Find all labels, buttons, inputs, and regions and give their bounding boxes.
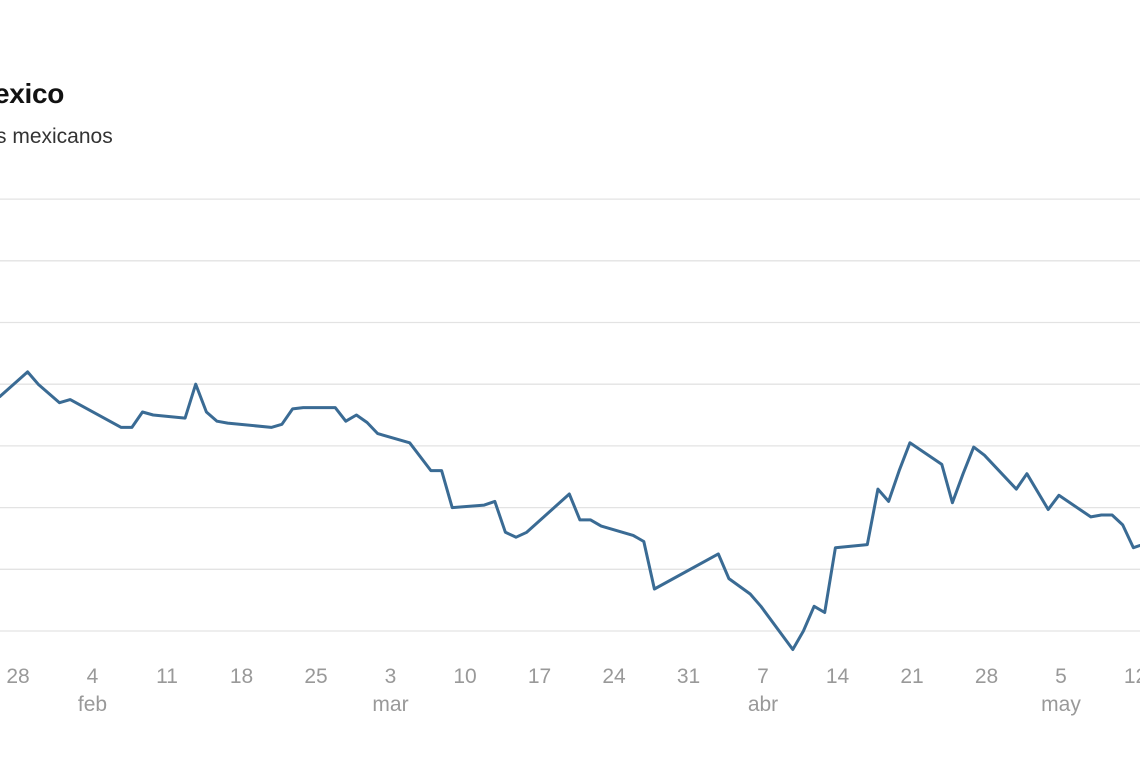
x-tick-label: 7 [757,665,769,688]
x-tick-label: 10 [453,665,476,688]
x-tick-label: 21 [900,665,923,688]
x-tick-label: 5 [1055,665,1067,688]
x-tick-label: 24 [602,665,626,688]
x-axis-ticks: 28 4 feb 11 18 25 3 mar 10 17 24 31 7 abr 14 21 28 5 may 12 [6,665,1140,716]
x-tick-label: 25 [304,665,327,688]
chart-subtitle: s mexicanos [0,125,113,148]
chart-title: exico [0,78,65,109]
series-line-0 [0,370,1140,651]
x-tick-label: 31 [677,665,700,688]
x-tick-label: 28 [975,665,998,688]
x-tick-label: 18 [230,665,253,688]
x-month-label: abr [748,693,778,716]
x-tick-label: 4 [87,665,99,688]
x-tick-label: 3 [385,665,397,688]
x-month-label: may [1041,693,1081,716]
gridlines [0,198,1140,632]
x-tick-label: 12 [1124,665,1140,688]
x-tick-label: 28 [6,665,29,688]
x-month-label: feb [78,693,107,716]
series-layer [0,370,1140,651]
x-tick-label: 11 [156,665,178,688]
x-tick-label: 14 [826,665,850,688]
x-month-label: mar [372,693,408,716]
x-tick-label: 17 [528,665,551,688]
